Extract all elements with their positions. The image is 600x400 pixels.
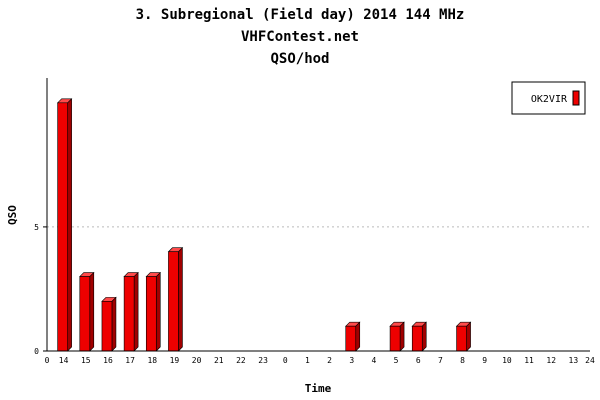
- bar-side: [466, 321, 471, 352]
- y-axis-label: QSO: [6, 205, 19, 225]
- bar-side: [111, 296, 117, 352]
- bar-front: [345, 325, 357, 352]
- bars: [56, 98, 472, 352]
- x-tick-label: 7: [438, 356, 443, 365]
- bar-front: [145, 276, 157, 352]
- x-tick-label: 12: [546, 356, 556, 365]
- bar: [79, 271, 95, 352]
- legend-swatch: [572, 90, 580, 106]
- x-tick-label: 0: [283, 356, 288, 365]
- x-tick-label: 1: [305, 356, 310, 365]
- chart-title: 3. Subregional (Field day) 2014 144 MHz: [136, 7, 465, 23]
- x-tick-label: 20: [192, 356, 202, 365]
- x-tick-label: 0: [45, 356, 50, 365]
- x-axis-label: Time: [305, 382, 332, 395]
- bar: [411, 321, 427, 352]
- chart-subtitle-2: QSO/hod: [270, 51, 329, 67]
- bar: [123, 271, 139, 352]
- x-tick-label: 2: [327, 356, 332, 365]
- bar-front: [389, 325, 401, 352]
- x-ticks: 0 14 15 16 17 18 19 20 21 22 23 0 1 2 3 4 5 6 7 8 9 10 11 12 13 2…: [45, 356, 595, 365]
- bar-side: [178, 247, 183, 352]
- bar-front: [168, 251, 179, 352]
- x-tick-label: 14: [59, 356, 69, 365]
- x-tick-label: 17: [125, 356, 135, 365]
- bar: [389, 321, 405, 352]
- bar: [167, 247, 184, 352]
- x-tick-label: 9: [482, 356, 487, 365]
- bar-front: [123, 276, 135, 352]
- bar-side: [355, 321, 361, 352]
- x-tick-label: 16: [103, 356, 113, 365]
- y-tick-label: 0: [34, 347, 39, 356]
- x-tick-label: 6: [416, 356, 421, 365]
- x-tick-label: 5: [394, 356, 399, 365]
- bar-front: [101, 301, 113, 352]
- bar-front: [456, 325, 467, 352]
- bar: [101, 296, 117, 352]
- x-tick-label: 3: [349, 356, 354, 365]
- x-tick-label: 10: [502, 356, 512, 365]
- x-tick-label: 4: [371, 356, 376, 365]
- legend-label: OK2VIR: [531, 94, 568, 105]
- bar-side: [133, 271, 139, 352]
- bar-front: [411, 325, 423, 352]
- x-tick-label: 18: [147, 356, 157, 365]
- bar-side: [399, 321, 405, 352]
- x-tick-label: 19: [170, 356, 180, 365]
- x-tick-label: 24: [585, 356, 595, 365]
- bar-front: [79, 276, 91, 352]
- bar-side: [421, 321, 427, 352]
- bar: [345, 321, 361, 352]
- legend: OK2VIR: [511, 81, 586, 115]
- x-tick-label: 15: [81, 356, 91, 365]
- x-tick-label: 13: [569, 356, 579, 365]
- x-tick-label: 21: [214, 356, 224, 365]
- x-tick-label: 11: [524, 356, 534, 365]
- x-tick-label: 22: [236, 356, 246, 365]
- y-ticks: 05: [34, 223, 47, 356]
- bar-side: [89, 271, 95, 352]
- bar-front: [57, 102, 68, 352]
- bar: [455, 321, 472, 352]
- y-tick-label: 5: [34, 223, 39, 232]
- bar-side: [155, 271, 161, 352]
- chart-subtitle: VHFContest.net: [241, 29, 359, 45]
- bar: [56, 98, 73, 352]
- x-tick-label: 23: [258, 356, 268, 365]
- x-tick-label: 8: [460, 356, 465, 365]
- bar-side: [67, 98, 72, 352]
- bar: [145, 271, 161, 352]
